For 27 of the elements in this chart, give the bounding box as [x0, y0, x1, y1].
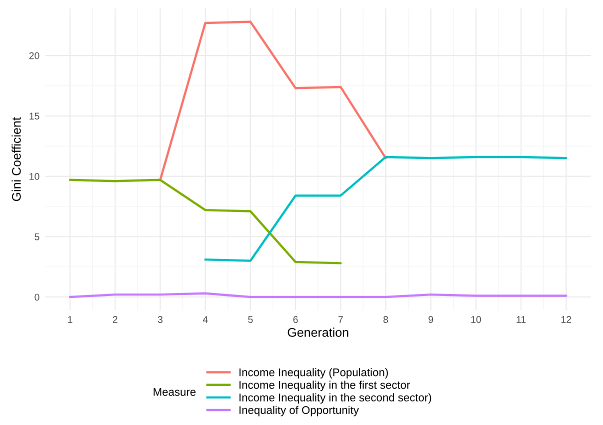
x-tick-label: 3: [158, 316, 163, 323]
y-tick-label: 0: [34, 294, 40, 301]
x-tick-label: 10: [471, 316, 481, 323]
y-tick-label: 20: [29, 52, 40, 60]
x-tick-label: 9: [428, 316, 434, 323]
x-tick-label: 12: [561, 316, 572, 323]
legend-title: Measure: [154, 388, 196, 396]
legend-label: Inequality of Opportunity: [240, 406, 359, 416]
x-axis-title: Generation: [288, 328, 348, 337]
x-tick-label: 5: [248, 316, 253, 323]
x-tick-label: 6: [293, 316, 298, 323]
y-tick-label: 5: [34, 233, 40, 240]
legend-label: Income Inequality in the first sector: [240, 380, 410, 392]
x-tick-label: 4: [202, 316, 208, 323]
y-tick-label: 10: [30, 173, 40, 180]
x-tick-label: 7: [338, 316, 343, 323]
x-tick-label: 11: [516, 316, 526, 323]
y-axis-title: Gini Coefficient: [12, 117, 21, 202]
x-tick-label: 8: [383, 316, 388, 323]
legend-label: Income Inequality in the second sector): [240, 393, 432, 404]
legend-label: Income Inequality (Population): [240, 368, 388, 378]
x-tick-label: 2: [112, 316, 118, 323]
line-series: [159, 20, 387, 182]
y-tick-label: 15: [30, 112, 40, 120]
line-series: [68, 178, 342, 264]
x-tick-label: 1: [68, 316, 72, 323]
line-series: [204, 156, 568, 262]
